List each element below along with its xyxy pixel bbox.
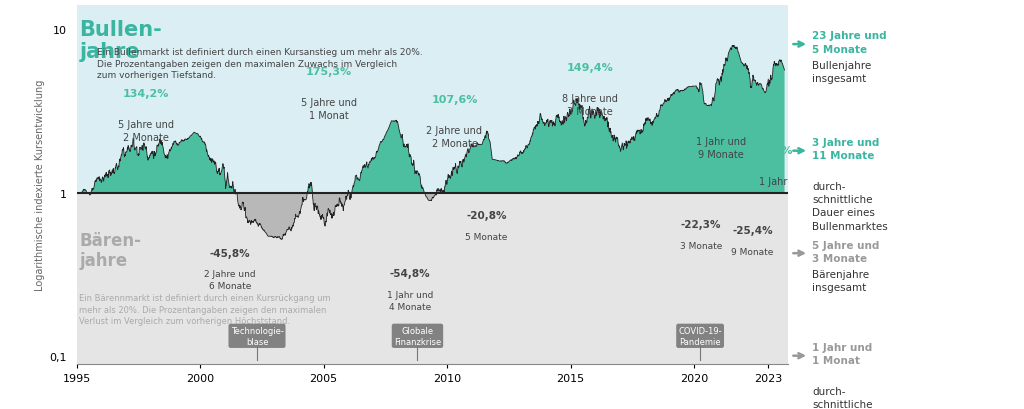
Text: -20,8%: -20,8% xyxy=(466,211,507,220)
Text: durch-
schnittliche
Dauer eines
Bärenmarktes: durch- schnittliche Dauer eines Bärenmar… xyxy=(812,386,886,409)
Text: 149,4%: 149,4% xyxy=(567,63,613,72)
Text: Bullen-
jahre: Bullen- jahre xyxy=(79,20,162,62)
Text: COVID-19-
Pandemie: COVID-19- Pandemie xyxy=(678,326,722,346)
Text: Ein Bullenmarkt ist definiert durch einen Kursanstieg um mehr als 20%.
Die Proze: Ein Bullenmarkt ist definiert durch eine… xyxy=(96,47,422,80)
Bar xyxy=(77,193,788,364)
Text: -22,3%: -22,3% xyxy=(681,220,721,229)
Text: 2 Jahre und
6 Monate: 2 Jahre und 6 Monate xyxy=(204,270,256,290)
Y-axis label: Logarithmische indexierte Kursentwicklung: Logarithmische indexierte Kursentwicklun… xyxy=(36,80,45,290)
Text: 3 Monate: 3 Monate xyxy=(680,241,722,250)
Text: 3 Jahre und
11 Monate: 3 Jahre und 11 Monate xyxy=(812,138,880,161)
Text: Bullenjahre
insgesamt: Bullenjahre insgesamt xyxy=(812,61,871,84)
Text: 5 Jahre und
2 Monate: 5 Jahre und 2 Monate xyxy=(118,120,174,143)
Text: 1 Jahr und
9 Monate: 1 Jahr und 9 Monate xyxy=(696,137,746,160)
Text: 23 Jahre und
5 Monate: 23 Jahre und 5 Monate xyxy=(812,31,887,54)
Text: Technologie-
blase: Technologie- blase xyxy=(230,326,284,346)
Text: durch-
schnittliche
Dauer eines
Bullenmarktes: durch- schnittliche Dauer eines Bullenma… xyxy=(812,182,888,231)
Text: 107,6%: 107,6% xyxy=(431,94,477,104)
Text: Bären-
jahre: Bären- jahre xyxy=(79,232,141,269)
Text: 134,2%: 134,2% xyxy=(123,89,169,99)
Text: Bärenjahre
insgesamt: Bärenjahre insgesamt xyxy=(812,269,869,292)
Text: 1 Jahr und
1 Monat: 1 Jahr und 1 Monat xyxy=(812,342,872,365)
Text: Ein Bärennmarkt ist definiert durch einen Kursrückgang um
mehr als 20%. Die Proz: Ein Bärennmarkt ist definiert durch eine… xyxy=(79,293,331,326)
Text: 5 Jahre und
3 Monate: 5 Jahre und 3 Monate xyxy=(812,240,880,263)
Text: 20,8%: 20,8% xyxy=(754,146,793,156)
Text: 🐂: 🐂 xyxy=(151,18,161,36)
Text: Globale
Finanzkrise: Globale Finanzkrise xyxy=(394,326,441,346)
Text: 1 Jahr und
4 Monate: 1 Jahr und 4 Monate xyxy=(387,290,433,311)
Text: -45,8%: -45,8% xyxy=(210,248,250,258)
Text: 2 Jahre und
2 Monate: 2 Jahre und 2 Monate xyxy=(426,126,482,149)
Text: 1 Jahr: 1 Jahr xyxy=(759,177,787,187)
Text: 175,3%: 175,3% xyxy=(305,66,351,76)
Text: 5 Monate: 5 Monate xyxy=(465,232,508,241)
Text: 8 Jahre und
3 Monate: 8 Jahre und 3 Monate xyxy=(562,94,618,117)
Bar xyxy=(77,6,788,193)
Text: -25,4%: -25,4% xyxy=(732,226,773,236)
Text: 9 Monate: 9 Monate xyxy=(731,247,774,256)
Text: -54,8%: -54,8% xyxy=(390,269,430,279)
Text: 78,5%: 78,5% xyxy=(701,106,740,115)
Text: 5 Jahre und
1 Monat: 5 Jahre und 1 Monat xyxy=(301,98,356,121)
